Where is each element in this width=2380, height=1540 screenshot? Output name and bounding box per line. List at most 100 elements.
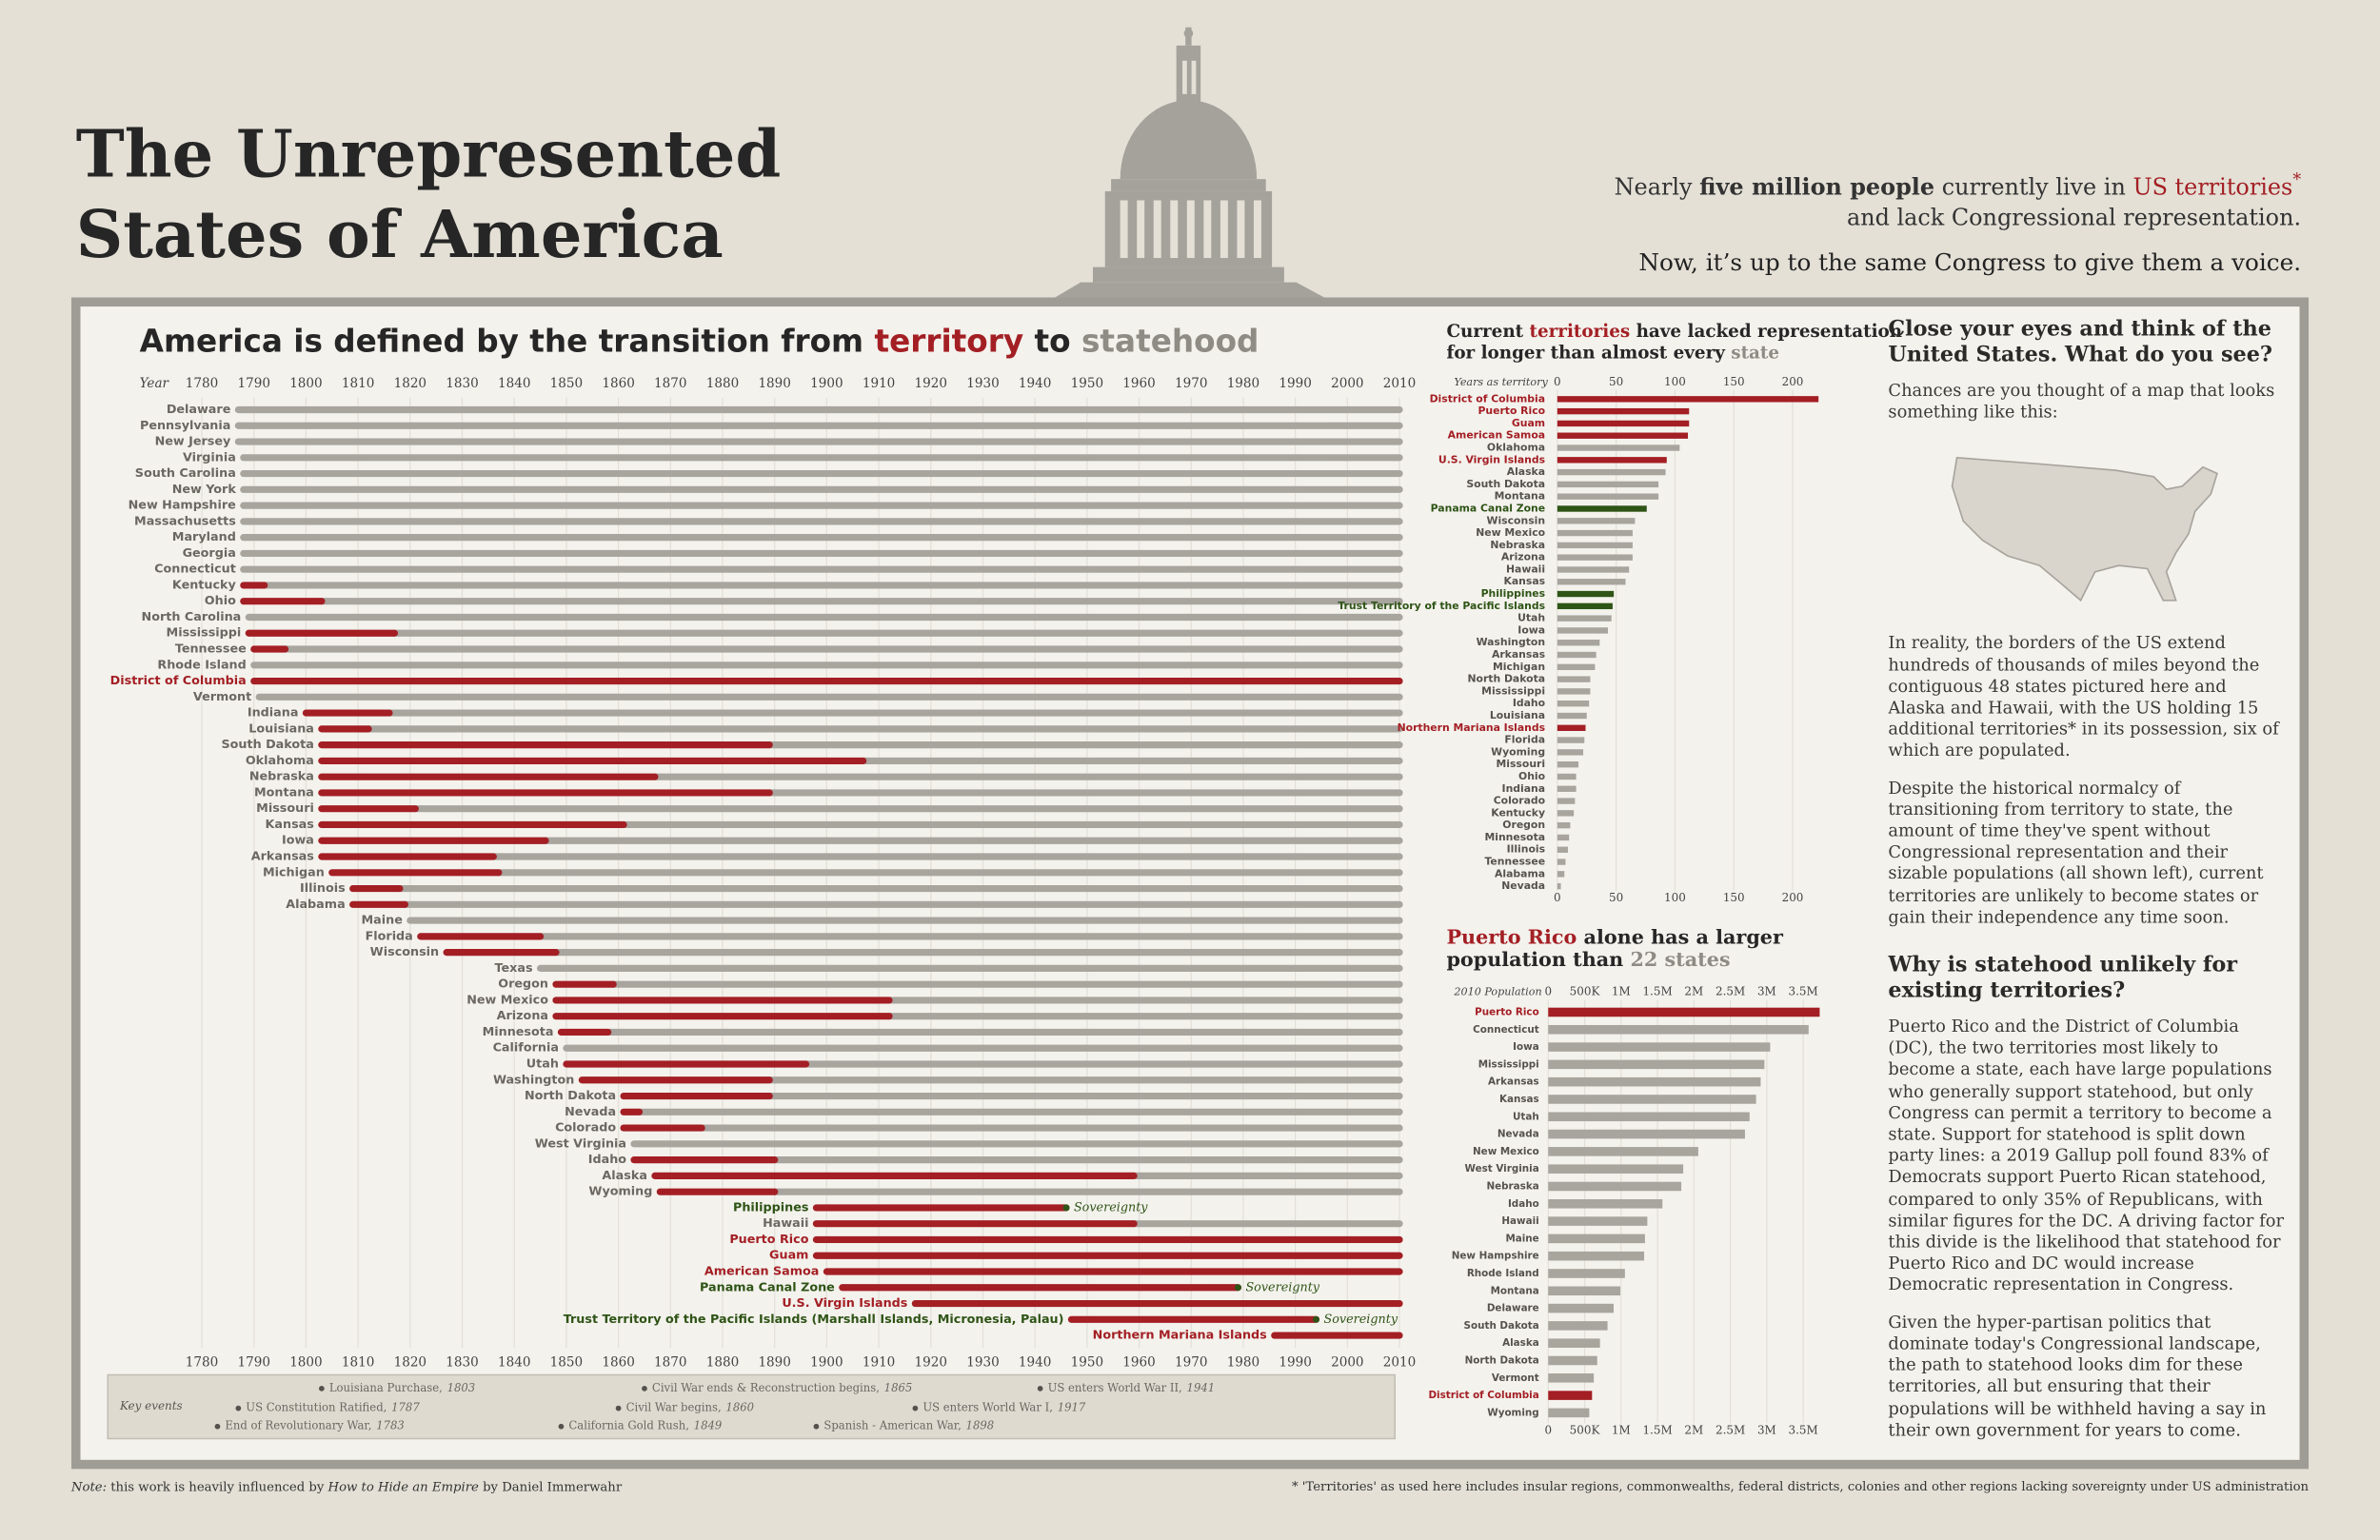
x-tick-label: 1.5M — [1642, 1424, 1672, 1437]
event-name: Spanish - American War, — [823, 1419, 961, 1432]
bar-label: Kentucky — [1491, 806, 1545, 819]
x-tick-label: 1920 — [915, 376, 947, 391]
row-label: Alaska — [602, 1169, 647, 1183]
event-year: 1860 — [725, 1401, 754, 1414]
event-dot — [214, 1423, 221, 1430]
event-dot — [1037, 1386, 1043, 1392]
x-tick-label: 1870 — [654, 1354, 686, 1370]
sidebar-paragraph: Given the hyper-partisan politics that d… — [1888, 1312, 2267, 1440]
bar — [1548, 1164, 1684, 1174]
bar-label: Nevada — [1501, 879, 1545, 892]
x-tick-label: 1970 — [1175, 376, 1207, 391]
x-tick-label: 0 — [1554, 375, 1561, 388]
event-name: California Gold Rush, — [568, 1419, 688, 1432]
bar-label: Mississippi — [1481, 684, 1545, 697]
bar — [1548, 1269, 1625, 1278]
x-tick-label: 1840 — [498, 1354, 530, 1370]
bar — [1557, 554, 1633, 561]
bar-label: Utah — [1517, 612, 1545, 624]
title-part: have lacked representation — [1630, 322, 1902, 342]
title-part: to — [1023, 323, 1081, 359]
event-dot — [813, 1423, 820, 1430]
bar-label: Guam — [1512, 417, 1545, 429]
bar — [1557, 420, 1690, 427]
row-label: Philippines — [733, 1200, 808, 1214]
chart-title: for longer than almost every state — [1446, 344, 1779, 364]
row-label: North Carolina — [142, 610, 242, 624]
sidebar-paragraph: Puerto Rico and the District of Columbia… — [1888, 1017, 2284, 1295]
row-label: North Dakota — [525, 1089, 616, 1103]
sovereignty-note: Sovereignty — [1323, 1313, 1398, 1327]
lede-part: and lack Congressional representation. — [1847, 204, 2301, 230]
row-label: Wisconsin — [370, 945, 439, 959]
bar-label: Louisiana — [1490, 709, 1545, 721]
row-label: Mississippi — [167, 626, 242, 641]
bar-label: Alaska — [1507, 465, 1545, 478]
sovereignty-dot — [1313, 1315, 1320, 1323]
row-label: Tennessee — [175, 642, 247, 657]
lede-part: five million people — [1699, 173, 1934, 200]
bar-label: Wisconsin — [1487, 514, 1546, 526]
bar — [1557, 760, 1579, 768]
x-tick-label: 100 — [1664, 375, 1686, 388]
event-year: 1917 — [1058, 1401, 1086, 1414]
bar-label: Philippines — [1481, 587, 1546, 600]
row-label: Vermont — [193, 690, 251, 704]
bar — [1548, 1408, 1590, 1418]
bar — [1548, 1338, 1600, 1348]
lede-part: currently live in — [1934, 173, 2132, 200]
row-label: Texas — [495, 961, 533, 976]
x-tick-label: 1890 — [758, 376, 790, 391]
note-part: this work is heavily influenced by — [107, 1480, 328, 1494]
title-part: statehood — [1081, 323, 1259, 359]
event-year: 1898 — [966, 1419, 995, 1432]
bar — [1548, 1355, 1597, 1366]
bar — [1557, 444, 1680, 451]
bar — [1548, 1321, 1608, 1331]
bar-label: Vermont — [1492, 1372, 1539, 1384]
bar — [1557, 627, 1608, 634]
event-name: Louisiana Purchase, — [329, 1381, 443, 1394]
bar-label: Puerto Rico — [1475, 1006, 1539, 1017]
sidebar-text: Close your eyes and think of the United … — [1888, 317, 2286, 1441]
bar-label: Iowa — [1517, 623, 1545, 636]
row-label: Illinois — [300, 881, 346, 896]
bar — [1548, 1303, 1614, 1313]
event-label: US enters World War II, 1941 — [1048, 1381, 1216, 1394]
bar — [1548, 1251, 1645, 1261]
row-label: Idaho — [588, 1153, 627, 1167]
row-label: Oklahoma — [246, 754, 314, 768]
sidebar: Close your eyes and think of the United … — [1888, 317, 2286, 1441]
bar-label: Florida — [1504, 734, 1545, 746]
x-tick-label: 3.5M — [1789, 1424, 1818, 1437]
row-label: Montana — [254, 785, 314, 800]
row-label: Connecticut — [154, 563, 236, 577]
bar-label: Nebraska — [1486, 1180, 1538, 1192]
footer-note: Note: this work is heavily influenced by… — [70, 1480, 623, 1494]
row-label: New Mexico — [466, 993, 548, 1007]
x-tick-label: 150 — [1723, 891, 1745, 904]
bar-label: Montana — [1495, 490, 1545, 503]
bar — [1557, 396, 1819, 403]
event-name: US enters World War II, — [1048, 1381, 1182, 1394]
row-label: Arkansas — [251, 850, 314, 864]
row-label: Rhode Island — [157, 658, 246, 672]
row-label: Kentucky — [172, 578, 237, 592]
bar-label: Hawaii — [1506, 563, 1545, 575]
title-part: for longer than almost every — [1446, 344, 1731, 364]
x-tick-label: 1800 — [289, 376, 322, 391]
row-label: Northern Mariana Islands — [1093, 1329, 1267, 1343]
bar-label: District of Columbia — [1428, 1390, 1538, 1401]
x-tick-label: 1890 — [758, 1354, 790, 1370]
note-part: How to Hide an Empire — [327, 1480, 480, 1494]
event-year: 1849 — [694, 1419, 723, 1432]
x-tick-label: 1910 — [863, 1354, 895, 1370]
x-tick-label: 1960 — [1122, 376, 1155, 391]
axis-label: 2010 Population — [1453, 986, 1541, 998]
x-tick-label: 150 — [1723, 375, 1745, 388]
bar-label: Mississippi — [1478, 1058, 1539, 1070]
axis-label: Years as territory — [1454, 376, 1548, 388]
bar — [1557, 468, 1666, 476]
bar — [1557, 785, 1577, 792]
x-tick-label: 500K — [1570, 985, 1601, 998]
